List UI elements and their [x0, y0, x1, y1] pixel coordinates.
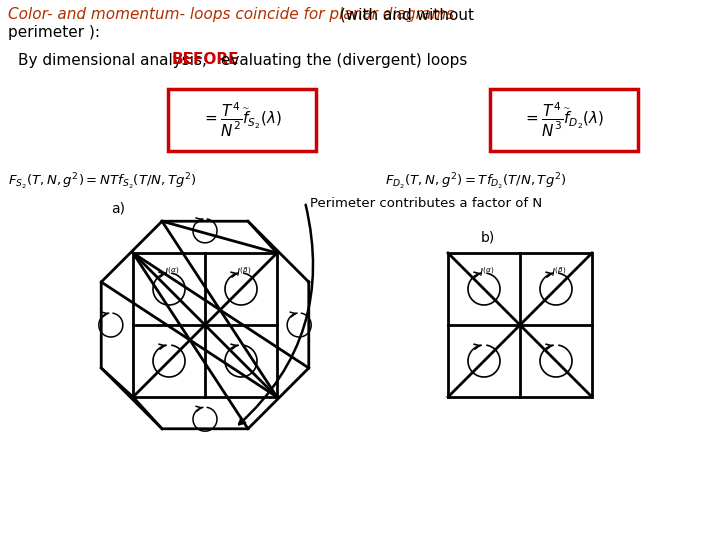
Text: $I^{(\alpha)}$: $I^{(\alpha)}$ [480, 265, 495, 279]
Text: By dimensional analysis,: By dimensional analysis, [18, 52, 212, 68]
Text: Perimeter contributes a factor of N: Perimeter contributes a factor of N [310, 197, 542, 210]
Text: $=\dfrac{T^4}{N^3}\widetilde{f}_{D_2}(\lambda)$: $=\dfrac{T^4}{N^3}\widetilde{f}_{D_2}(\l… [523, 101, 605, 139]
Text: b): b) [480, 230, 495, 244]
Text: evaluating the (divergent) loops: evaluating the (divergent) loops [216, 52, 467, 68]
Text: BEFORE: BEFORE [172, 52, 239, 68]
Text: (with and without: (with and without [336, 7, 474, 22]
Text: Color- and momentum- loops coincide for planar diagrams: Color- and momentum- loops coincide for … [8, 7, 454, 22]
Text: $F_{D_2}(T,N,g^2) = Tf_{D_2}(T/N,Tg^2)$: $F_{D_2}(T,N,g^2) = Tf_{D_2}(T/N,Tg^2)$ [385, 172, 567, 192]
Text: $I^{(\beta)}$: $I^{(\beta)}$ [552, 265, 567, 279]
Text: $I^{(\beta)}$: $I^{(\beta)}$ [236, 265, 252, 279]
Text: $I^{(\alpha)}$: $I^{(\alpha)}$ [164, 265, 180, 279]
Text: $=\dfrac{T^4}{N^2}\widetilde{f}_{S_2}(\lambda)$: $=\dfrac{T^4}{N^2}\widetilde{f}_{S_2}(\l… [202, 101, 282, 139]
Text: $F_{S_2}(T,N,g^2) = NTf_{S_2}(T/N,Tg^2)$: $F_{S_2}(T,N,g^2) = NTf_{S_2}(T/N,Tg^2)$ [8, 172, 197, 192]
Text: a): a) [112, 201, 125, 215]
Bar [168, 89, 316, 151]
Text: perimeter ):: perimeter ): [8, 25, 100, 40]
Bar [490, 89, 638, 151]
